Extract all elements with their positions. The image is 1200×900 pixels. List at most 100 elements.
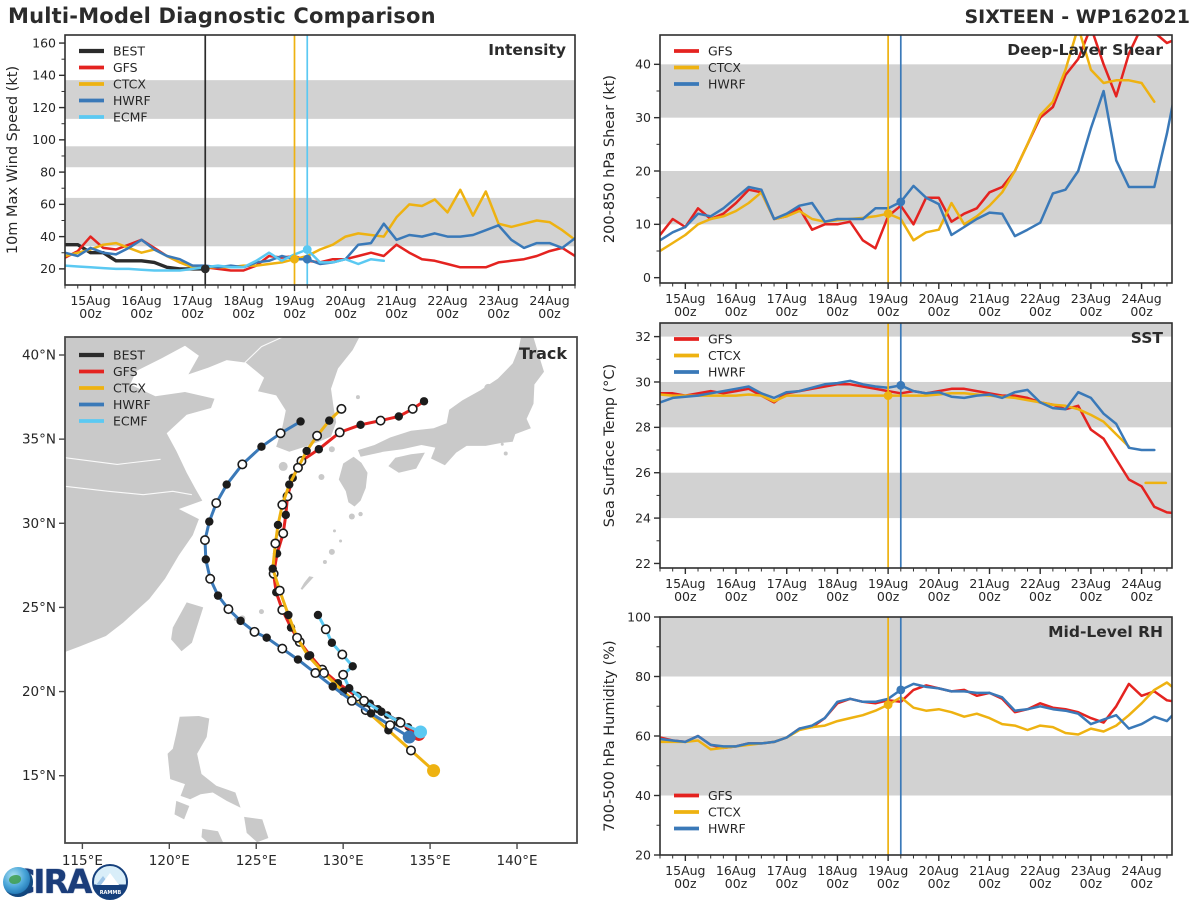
legend-label: HWRF — [113, 397, 151, 412]
sst-panel: 15Aug00z16Aug00z17Aug00z18Aug00z19Aug00z… — [602, 322, 1173, 604]
legend-item-best: BEST — [79, 44, 145, 59]
panel-title: Track — [519, 344, 567, 363]
legend-label: BEST — [113, 44, 145, 59]
lat-tick-label: 30°N — [22, 516, 56, 532]
shaded-band — [660, 64, 1172, 118]
island — [484, 383, 493, 392]
x-tick-label: 00z — [826, 589, 849, 604]
legend-item-hwrf: HWRF — [674, 365, 746, 380]
x-tick-label: 00z — [283, 306, 306, 321]
shaded-band — [660, 472, 1172, 519]
x-tick-label: 22Aug — [1020, 863, 1060, 878]
y-tick-label: 20 — [40, 261, 56, 276]
init-dot — [896, 197, 906, 207]
legend-item-best: BEST — [79, 348, 145, 363]
island — [258, 609, 264, 615]
y-axis-label: 700-500 hPa Humidity (%) — [602, 640, 618, 831]
track-marker-00z — [236, 616, 245, 626]
x-tick-label: 00z — [232, 306, 255, 321]
track-marker-12z — [205, 573, 216, 584]
track-marker-00z — [314, 445, 324, 454]
y-tick-label: 100 — [627, 610, 651, 624]
intensity-panel: 15Aug00z16Aug00z17Aug00z18Aug00z19Aug00z… — [5, 34, 576, 321]
island — [500, 442, 504, 446]
x-tick-label: 21Aug — [969, 291, 1009, 306]
y-tick-label: 30 — [635, 374, 651, 389]
x-tick-label: 00z — [978, 876, 1001, 891]
legend-label: HWRF — [708, 77, 746, 92]
x-tick-label: 00z — [674, 876, 697, 891]
track-marker-00z — [304, 652, 313, 661]
x-tick-label: 00z — [334, 306, 357, 321]
landmass — [300, 576, 314, 590]
track-marker-12z — [274, 585, 285, 596]
track-marker-12z — [292, 462, 303, 473]
track-panel: 115°E 120°E 125°E 130°E 135°E 140°E 15°N 20°N 25… — [22, 336, 578, 869]
init-dot — [302, 254, 312, 264]
landmass — [65, 337, 360, 652]
x-tick-label: 19Aug — [274, 293, 314, 308]
init-dot — [896, 685, 906, 695]
panel-title: Deep-Layer Shear — [1007, 41, 1163, 59]
intensity-best-line — [65, 243, 207, 271]
x-tick-label: 00z — [725, 589, 748, 604]
track-marker-12z — [346, 695, 357, 706]
legend-label: ECMF — [113, 414, 148, 429]
shaded-band — [660, 171, 1172, 225]
x-tick-label: 00z — [775, 304, 798, 319]
shear-gfs-line — [660, 35, 1172, 250]
legend-item-gfs: GFS — [79, 60, 138, 75]
x-tick-label: 00z — [877, 589, 900, 604]
x-tick-label: 20Aug — [919, 291, 959, 306]
x-tick-label: 20Aug — [919, 576, 959, 591]
x-tick-label: 18Aug — [817, 576, 857, 591]
x-tick-label: 18Aug — [817, 863, 857, 878]
shaded-band — [65, 197, 575, 247]
x-tick-label: 17Aug — [767, 863, 807, 878]
x-tick-label: 19Aug — [868, 291, 908, 306]
y-tick-label: 120 — [32, 100, 56, 115]
legend-item-ctcx: CTCX — [79, 381, 146, 396]
x-tick-label: 00z — [385, 306, 408, 321]
legend-label: GFS — [708, 44, 733, 59]
panel-title: SST — [1131, 329, 1164, 347]
x-tick-label: 00z — [130, 306, 153, 321]
y-tick-label: 10 — [635, 217, 651, 232]
track-marker-00z — [285, 480, 294, 489]
track-marker-12z — [407, 403, 418, 414]
shaded-band — [660, 323, 1172, 337]
y-tick-label: 20 — [635, 163, 651, 178]
y-tick-label: 26 — [635, 465, 651, 480]
x-tick-label: 19Aug — [868, 863, 908, 878]
rammb-badge-icon: RAMMB — [92, 863, 129, 900]
track-marker-00z — [313, 610, 323, 620]
landmass — [167, 716, 241, 808]
x-tick-label: 00z — [1080, 876, 1103, 891]
track-marker-12z — [270, 538, 281, 549]
lat-tick-label: 20°N — [22, 684, 56, 700]
legend-item-gfs: GFS — [674, 44, 733, 59]
x-tick-label: 15Aug — [665, 863, 705, 878]
island — [322, 559, 327, 564]
x-tick-label: 21Aug — [969, 863, 1009, 878]
x-tick-label: 16Aug — [716, 863, 756, 878]
cira-logo: CIRA RAMMB — [3, 863, 129, 900]
track-marker-12z — [249, 626, 260, 637]
x-tick-label: 00z — [775, 876, 798, 891]
track-marker-12z — [277, 499, 288, 510]
track-marker-00z — [377, 707, 386, 716]
legend-item-ctcx: CTCX — [674, 805, 741, 820]
legend-label: CTCX — [708, 60, 741, 75]
island — [339, 539, 343, 543]
legend-item-hwrf: HWRF — [79, 397, 151, 412]
track-marker-00z — [273, 520, 283, 530]
x-tick-label: 15Aug — [70, 293, 110, 308]
track-marker-12z — [405, 745, 416, 756]
track-marker-00z — [325, 416, 334, 425]
x-tick-label: 22Aug — [427, 293, 467, 308]
x-tick-label: 00z — [674, 304, 697, 319]
x-tick-label: 00z — [877, 876, 900, 891]
y-tick-label: 100 — [32, 132, 56, 147]
track-marker-00z — [213, 591, 223, 600]
x-tick-label: 17Aug — [767, 291, 807, 306]
